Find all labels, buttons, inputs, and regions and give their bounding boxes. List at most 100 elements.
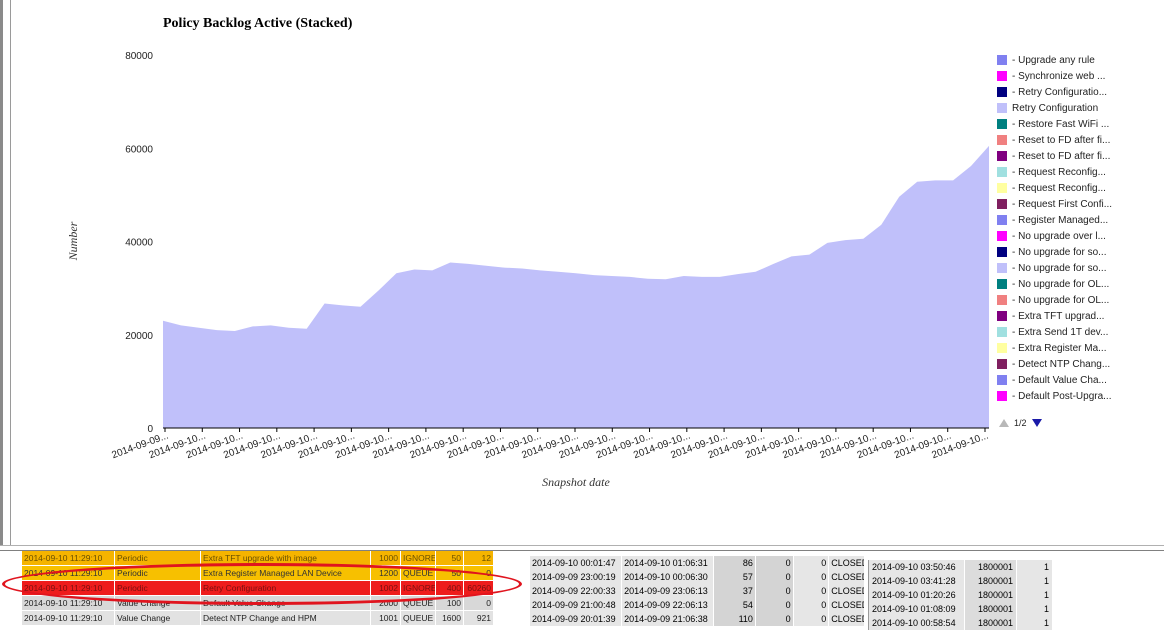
legend-label: - Retry Configuratio... <box>1012 86 1108 98</box>
table-row[interactable]: 2014-09-10 00:01:47 2014-09-10 01:06:31 86… <box>530 556 865 570</box>
table-cell: Retry Configuration <box>201 581 371 595</box>
legend-item[interactable]: - Extra Send 1T dev... <box>997 324 1164 340</box>
table-row[interactable]: 2014-09-09 23:00:19 2014-09-10 00:06:30 57… <box>530 570 865 584</box>
legend-page-label: 1/2 <box>1014 418 1027 428</box>
legend-label: - Restore Fast WiFi ... <box>1012 118 1110 130</box>
legend-item[interactable]: - Extra Register Ma... <box>997 340 1164 356</box>
table-cell: Periodic <box>115 581 201 595</box>
table-cell: 1 <box>1017 602 1053 616</box>
y-tick-label: 20000 <box>125 331 153 342</box>
table-row[interactable]: 2014-09-10 11:29:10 Periodic Retry Configu… <box>22 581 494 596</box>
legend-item[interactable]: - Default Post-Upgra... <box>997 388 1164 404</box>
legend-label: - No upgrade for so... <box>1012 246 1107 258</box>
legend-item[interactable]: Retry Configuration <box>997 100 1164 116</box>
table-cell: 2014-09-10 03:50:46 <box>869 560 965 574</box>
legend-item[interactable]: - No upgrade for so... <box>997 260 1164 276</box>
table-cell: 2014-09-09 21:06:38 <box>622 612 715 626</box>
legend-swatch <box>997 119 1007 129</box>
table-cell: 2014-09-10 01:20:26 <box>869 588 965 602</box>
table-cell: 57 <box>714 570 756 584</box>
table-cell: 1800001 <box>965 560 1017 574</box>
legend-label: - Default Value Cha... <box>1012 374 1107 386</box>
snapshot-table: 2014-09-10 00:01:47 2014-09-10 01:06:31 86… <box>530 556 865 626</box>
chart-legend: - Upgrade any rule - Synchronize web ... -… <box>997 52 1164 404</box>
legend-item[interactable]: - No upgrade for OL... <box>997 292 1164 308</box>
table-row[interactable]: 2014-09-10 01:08:09 1800001 1 <box>869 602 1055 616</box>
table-cell: 2014-09-10 00:01:47 <box>530 556 623 570</box>
legend-item[interactable]: - No upgrade over l... <box>997 228 1164 244</box>
legend-item[interactable]: - Reset to FD after fi... <box>997 148 1164 164</box>
table-row[interactable]: 2014-09-09 20:01:39 2014-09-09 21:06:38 11… <box>530 612 865 626</box>
legend-label: - No upgrade over l... <box>1012 230 1106 242</box>
legend-item[interactable]: - Request First Confi... <box>997 196 1164 212</box>
legend-swatch <box>997 359 1007 369</box>
legend-label: - No upgrade for so... <box>1012 262 1107 274</box>
x-axis: 2014-09-09...2014-09-10...2014-09-10...2… <box>110 428 990 461</box>
table-cell: 1200 <box>371 566 401 580</box>
panel-divider <box>0 545 1164 551</box>
table-cell: 2014-09-09 23:06:13 <box>622 584 715 598</box>
legend-swatch <box>997 343 1007 353</box>
area-series-retry-configuration[interactable] <box>163 145 989 428</box>
legend-item[interactable]: - Register Managed... <box>997 212 1164 228</box>
table-cell: 2014-09-10 01:06:31 <box>622 556 715 570</box>
legend-label: - Upgrade any rule <box>1012 54 1095 66</box>
legend-item[interactable]: - Request Reconfig... <box>997 164 1164 180</box>
table-cell: 0 <box>793 570 830 584</box>
table-cell: 1002 <box>371 581 401 595</box>
table-cell: 2014-09-09 22:06:13 <box>622 598 715 612</box>
legend-item[interactable]: - Default Value Cha... <box>997 372 1164 388</box>
pager-down-icon[interactable] <box>1031 419 1042 427</box>
table-cell: Extra TFT upgrade with image <box>201 551 371 565</box>
legend-pager: 1/2 <box>999 418 1042 428</box>
legend-swatch <box>997 55 1007 65</box>
legend-item[interactable]: - Detect NTP Chang... <box>997 356 1164 372</box>
legend-swatch <box>997 87 1007 97</box>
table-row[interactable]: 2014-09-10 01:20:26 1800001 1 <box>869 588 1055 602</box>
legend-label: Retry Configuration <box>1012 102 1099 114</box>
legend-label: - Synchronize web ... <box>1012 70 1106 82</box>
table-cell: 0 <box>755 612 794 626</box>
table-cell: 1600 <box>436 611 464 625</box>
legend-item[interactable]: - Extra TFT upgrad... <box>997 308 1164 324</box>
table-cell: 0 <box>793 584 830 598</box>
legend-item[interactable]: - No upgrade for so... <box>997 244 1164 260</box>
table-cell: Periodic <box>115 566 201 580</box>
table-cell: QUEUE <box>401 611 436 625</box>
table-cell: CLOSED <box>829 598 865 612</box>
legend-item[interactable]: - Upgrade any rule <box>997 52 1164 68</box>
table-cell: 2014-09-10 00:58:54 <box>869 616 965 630</box>
table-row[interactable]: 2014-09-10 11:29:10 Periodic Extra Registe… <box>22 566 494 581</box>
table-cell: 0 <box>755 598 794 612</box>
table-row[interactable]: 2014-09-10 11:29:10 Value Change Default V… <box>22 596 494 611</box>
table-cell: 0 <box>793 598 830 612</box>
table-row[interactable]: 2014-09-10 03:50:46 1800001 1 <box>869 560 1055 574</box>
legend-item[interactable]: - Request Reconfig... <box>997 180 1164 196</box>
table-row[interactable]: 2014-09-10 03:41:28 1800001 1 <box>869 574 1055 588</box>
legend-item[interactable]: - Reset to FD after fi... <box>997 132 1164 148</box>
y-tick-label: 60000 <box>125 144 153 155</box>
legend-label: - Reset to FD after fi... <box>1012 134 1111 146</box>
table-cell: 50 <box>436 551 464 565</box>
backlog-chart: Policy Backlog Active (Stacked) 0 20000 40… <box>66 16 990 489</box>
legend-swatch <box>997 183 1007 193</box>
legend-item[interactable]: - No upgrade for OL... <box>997 276 1164 292</box>
table-cell: 2014-09-10 11:29:10 <box>22 611 115 625</box>
pager-up-icon[interactable] <box>999 419 1009 427</box>
legend-item[interactable]: - Synchronize web ... <box>997 68 1164 84</box>
y-axis-label: Number <box>66 221 80 261</box>
x-axis-label: Snapshot date <box>542 475 610 489</box>
table-cell: 2014-09-09 22:00:33 <box>530 584 623 598</box>
legend-label: - Detect NTP Chang... <box>1012 358 1111 370</box>
table-row[interactable]: 2014-09-10 11:29:10 Value Change Detect NT… <box>22 611 494 626</box>
table-row[interactable]: 2014-09-09 21:00:48 2014-09-09 22:06:13 54… <box>530 598 865 612</box>
table-row[interactable]: 2014-09-09 22:00:33 2014-09-09 23:06:13 37… <box>530 584 865 598</box>
table-cell: 1 <box>1017 588 1053 602</box>
legend-item[interactable]: - Retry Configuratio... <box>997 84 1164 100</box>
table-cell: Value Change <box>115 611 201 625</box>
table-row[interactable]: 2014-09-10 11:29:10 Periodic Extra TFT upg… <box>22 551 494 566</box>
table-row[interactable]: 2014-09-10 00:58:54 1800001 1 <box>869 616 1055 630</box>
table-cell: Periodic <box>115 551 201 565</box>
legend-item[interactable]: - Restore Fast WiFi ... <box>997 116 1164 132</box>
y-tick-label: 0 <box>147 424 153 435</box>
